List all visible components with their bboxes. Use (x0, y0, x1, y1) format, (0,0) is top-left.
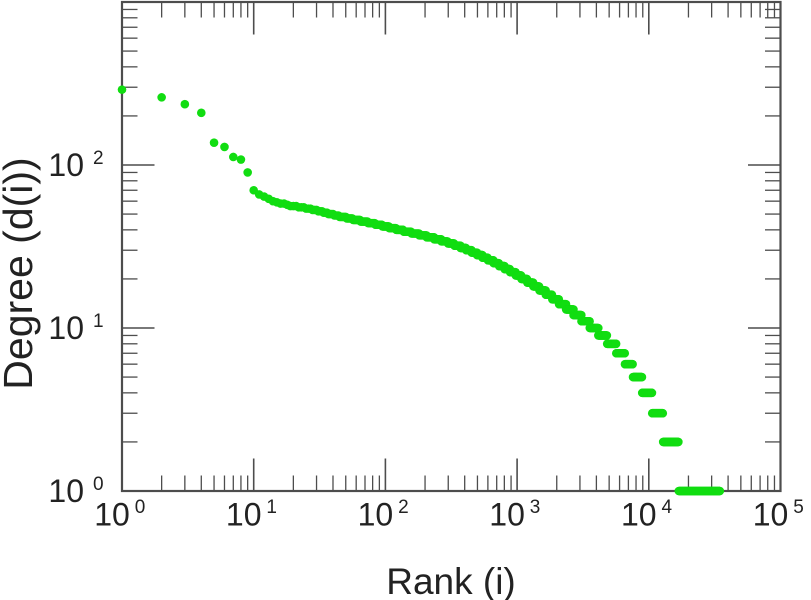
svg-text:10: 10 (48, 147, 84, 183)
svg-text:10: 10 (48, 310, 84, 346)
svg-text:10: 10 (358, 497, 394, 533)
svg-text:10: 10 (48, 473, 84, 509)
svg-text:2: 2 (398, 497, 409, 518)
svg-text:1: 1 (266, 497, 277, 518)
svg-text:10: 10 (94, 497, 130, 533)
svg-text:Degree (d(i)): Degree (d(i)) (0, 157, 41, 389)
svg-text:5: 5 (793, 497, 804, 518)
svg-text:10: 10 (226, 497, 262, 533)
svg-text:10: 10 (489, 497, 525, 533)
svg-text:4: 4 (662, 497, 673, 518)
svg-text:Rank (i): Rank (i) (386, 561, 516, 600)
svg-text:1: 1 (93, 311, 104, 332)
svg-text:2: 2 (93, 148, 104, 169)
svg-text:0: 0 (135, 497, 146, 518)
svg-text:10: 10 (753, 497, 789, 533)
svg-text:3: 3 (530, 497, 541, 518)
svg-text:0: 0 (93, 474, 104, 495)
svg-text:10: 10 (621, 497, 657, 533)
